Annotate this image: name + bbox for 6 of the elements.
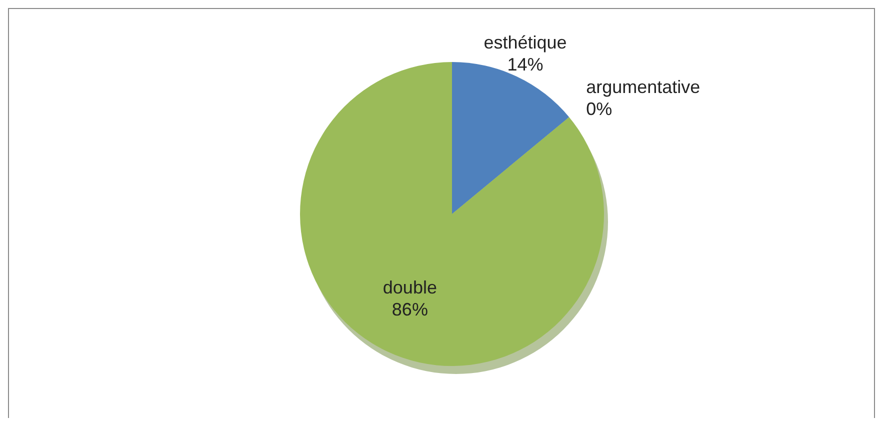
slice-label: double (382, 277, 437, 298)
data-label: 14% (507, 54, 544, 74)
text: 0% (586, 99, 612, 120)
data-label: 86% (392, 299, 428, 320)
slice-label: esthétique (484, 32, 567, 52)
category-label: argumentative (586, 77, 700, 98)
